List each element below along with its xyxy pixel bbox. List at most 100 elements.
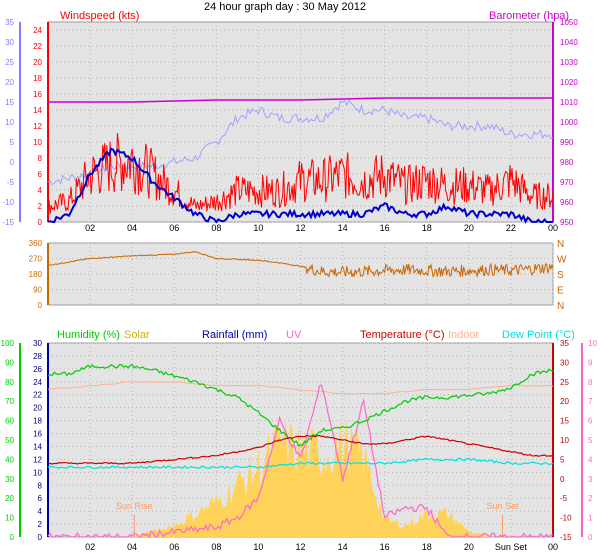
wind-x-tick: 22	[506, 223, 516, 233]
rain-y-tick: 20	[33, 404, 42, 413]
rain-y-tick: 16	[33, 430, 42, 439]
temp-far-left-tick: 0	[10, 158, 15, 167]
wind-x-tick: 10	[253, 223, 263, 233]
wind-x-tick: 18	[422, 223, 432, 233]
indoor-line	[47, 381, 554, 395]
uv-line	[47, 384, 553, 539]
temp-far-left-tick: 35	[5, 18, 14, 27]
humidity-y-tick: 50	[5, 436, 14, 445]
wind-y-tick: 0	[38, 218, 43, 227]
direction-compass-label: W	[557, 255, 567, 266]
temp-x-tick: 00	[548, 542, 558, 552]
barometer-y-tick: 980	[560, 158, 574, 167]
uv-y-tick: 2	[588, 494, 593, 503]
temp-y-tick: 10	[560, 436, 569, 445]
barometer-y-tick: 1010	[560, 98, 578, 107]
temp-y-tick: -10	[560, 514, 572, 523]
temp-far-left-tick: 10	[5, 118, 14, 127]
uv-y-tick: 9	[588, 358, 593, 367]
humidity-y-tick: 100	[1, 339, 15, 348]
temp-y-tick: -15	[560, 533, 572, 542]
humidity-y-tick: 30	[5, 475, 14, 484]
temp-x-tick: 02	[85, 542, 95, 552]
rain-y-tick: 0	[38, 533, 43, 542]
temp-y-tick: 0	[560, 475, 565, 484]
temp-far-left-tick: 25	[5, 58, 14, 67]
direction-compass-label: S	[557, 270, 564, 281]
temp-x-tick: 16	[380, 542, 390, 552]
rain-y-tick: 14	[33, 442, 42, 451]
temp-x-tick: 10	[253, 542, 263, 552]
wind-y-tick: 12	[33, 122, 42, 131]
uv-y-tick: 5	[588, 436, 593, 445]
barometer-y-tick: 990	[560, 138, 574, 147]
indoor-label: Indoor	[448, 329, 480, 341]
wind-x-tick: 08	[211, 223, 221, 233]
chart-title: 24 hour graph day : 30 May 2012	[204, 1, 366, 13]
wind-x-tick: 20	[464, 223, 474, 233]
temp-y-tick: 5	[560, 455, 565, 464]
wind-y-tick: 6	[38, 170, 43, 179]
temp-y-tick: 30	[560, 358, 569, 367]
temp-x-tick: 04	[127, 542, 137, 552]
temp-x-tick: 12	[295, 542, 305, 552]
wind-x-tick: 02	[85, 223, 95, 233]
sunset-label: Sun Set	[486, 501, 519, 511]
temp-y-tick: 35	[560, 339, 569, 348]
uv-y-tick: 7	[588, 397, 593, 406]
rain-y-tick: 18	[33, 417, 42, 426]
direction-y-tick: 90	[33, 286, 42, 295]
barometer-y-tick: 970	[560, 178, 574, 187]
barometer-y-tick: 1030	[560, 58, 578, 67]
wind-y-tick: 18	[33, 74, 42, 83]
humidity-line	[47, 363, 554, 447]
barometer-y-tick: 1020	[560, 78, 578, 87]
rainfall-label: Rainfall (mm)	[202, 329, 267, 341]
direction-y-tick: 360	[29, 239, 43, 248]
rain-y-tick: 10	[33, 468, 42, 477]
humidity-label: Humidity (%)	[57, 329, 120, 341]
wind-y-tick: 14	[33, 106, 42, 115]
uv-label: UV	[286, 329, 302, 341]
rain-y-tick: 26	[33, 365, 42, 374]
uv-y-tick: 1	[588, 514, 593, 523]
rain-y-tick: 30	[33, 339, 42, 348]
temp-far-left-tick: 5	[10, 138, 15, 147]
temperature-line	[47, 434, 554, 465]
wind-avg-line	[47, 147, 553, 224]
wind-direction-line	[47, 250, 554, 279]
rain-y-tick: 4	[38, 507, 43, 516]
temp-far-left-tick: 20	[5, 78, 14, 87]
direction-compass-label: N	[557, 301, 564, 312]
wind-y-tick: 22	[33, 42, 42, 51]
dewpoint-label: Dew Point (°C)	[502, 329, 575, 341]
barometer-line	[48, 97, 553, 103]
temp-far-left-tick: -10	[2, 198, 14, 207]
wind-y-tick: 24	[33, 26, 42, 35]
rain-y-tick: 24	[33, 378, 42, 387]
rain-y-tick: 12	[33, 455, 42, 464]
barometer-y-tick: 1050	[560, 18, 578, 27]
temp-far-left-tick: 30	[5, 38, 14, 47]
temp-x-tick: 14	[338, 542, 348, 552]
rain-y-tick: 28	[33, 352, 42, 361]
wind-y-tick: 4	[38, 186, 43, 195]
wind-x-tick: 14	[338, 223, 348, 233]
uv-y-tick: 0	[588, 533, 593, 542]
wind-y-tick: 2	[38, 202, 43, 211]
rain-y-tick: 8	[38, 481, 43, 490]
temp-x-tick: 06	[169, 542, 179, 552]
temp-y-tick: 20	[560, 397, 569, 406]
wind-y-tick: 20	[33, 58, 42, 67]
temp-y-tick: 15	[560, 417, 569, 426]
wind-x-tick: 06	[169, 223, 179, 233]
dewpoint-line	[47, 457, 554, 469]
wind-axis-label: Windspeed (kts)	[60, 10, 139, 22]
barometer-y-tick: 1040	[560, 38, 578, 47]
humidity-y-tick: 80	[5, 378, 14, 387]
wind-x-tick: 16	[380, 223, 390, 233]
direction-compass-label: N	[557, 239, 564, 250]
wind-speed-line	[47, 132, 554, 215]
uv-y-tick: 3	[588, 475, 593, 484]
